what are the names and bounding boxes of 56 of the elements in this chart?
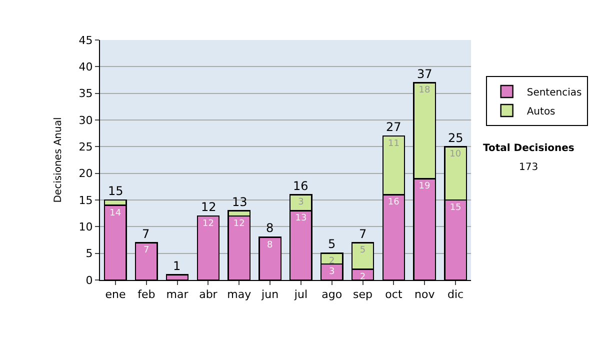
total-label: 5 — [328, 237, 336, 251]
x-tick-label: ene — [105, 288, 126, 302]
y-tick-label: 10 — [78, 220, 93, 234]
y-tick-label: 20 — [78, 167, 93, 180]
y-tick-label: 35 — [78, 87, 93, 100]
data-label: 13 — [295, 214, 307, 224]
y-tick-label: 45 — [78, 34, 93, 47]
total-label: 7 — [142, 227, 150, 241]
data-label: 12 — [233, 219, 245, 229]
data-label: 5 — [360, 246, 366, 256]
y-tick-label: 25 — [78, 140, 93, 154]
data-label: 8 — [267, 240, 274, 250]
text: Total Decisiones — [483, 143, 574, 154]
total-label: 8 — [266, 221, 274, 235]
x-tick-label: nov — [414, 288, 436, 302]
y-axis-title: Decisiones Anual — [52, 117, 64, 203]
y-tick-label: 0 — [86, 274, 93, 287]
data-label: 16 — [388, 198, 400, 208]
x-tick-label: feb — [138, 288, 156, 302]
data-label: 2 — [360, 272, 366, 282]
text: 173 — [519, 162, 538, 173]
x-tick-label: mar — [166, 288, 189, 302]
y-tick-label: 30 — [78, 114, 93, 127]
data-label: 18 — [418, 86, 430, 96]
total-label: 13 — [232, 195, 248, 209]
y-tick-label: 15 — [78, 194, 93, 207]
data-label: 3 — [298, 198, 304, 208]
x-tick-label: abr — [199, 288, 218, 302]
data-label: 19 — [418, 182, 430, 192]
x-tick-label: dic — [447, 288, 464, 302]
data-label: 11 — [388, 139, 400, 149]
data-label: 7 — [144, 246, 150, 256]
total-label: 1 — [173, 259, 181, 273]
total-label: 15 — [108, 184, 124, 198]
x-tick-label: jun — [260, 288, 279, 302]
x-tick-label: may — [227, 288, 252, 302]
x-tick-label: sep — [353, 288, 373, 302]
x-tick-label: ago — [322, 288, 342, 302]
x-tick-label: oct — [385, 288, 403, 302]
total-label: 12 — [201, 200, 216, 214]
data-label: 3 — [329, 267, 335, 277]
data-label: 10 — [450, 150, 462, 160]
x-tick-label: jul — [293, 288, 308, 302]
legend-label: Autos — [526, 106, 556, 118]
data-label: 14 — [110, 208, 122, 218]
data-label: 12 — [202, 219, 214, 229]
total-label: 37 — [417, 67, 432, 81]
y-tick-label: 40 — [78, 60, 93, 74]
data-label: 2 — [329, 256, 335, 266]
total-label: 16 — [293, 179, 308, 193]
total-label: 27 — [386, 120, 402, 134]
y-tick-label: 5 — [86, 247, 93, 260]
total-label: 7 — [359, 227, 367, 241]
data-label: 15 — [450, 203, 462, 213]
legend-label: Sentencias — [526, 87, 582, 98]
total-label: 25 — [448, 131, 464, 145]
